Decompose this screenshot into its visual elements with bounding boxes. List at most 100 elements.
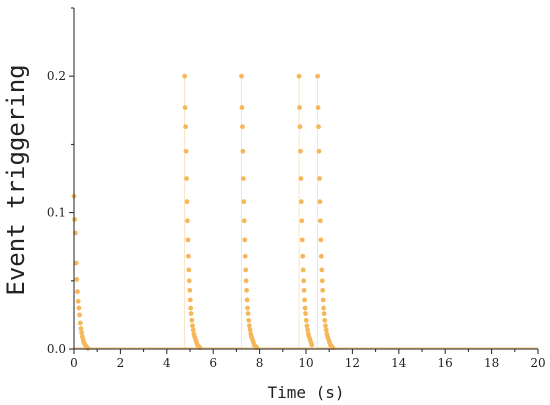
y-tick-label: 0.0: [47, 342, 66, 356]
data-point: [183, 148, 189, 154]
data-point: [78, 326, 84, 331]
data-point: [188, 305, 194, 311]
data-point: [321, 305, 327, 311]
data-point: [300, 253, 306, 259]
data-point: [243, 267, 249, 273]
data-point: [186, 267, 192, 273]
data-point: [246, 323, 252, 329]
data-point: [190, 327, 196, 333]
data-point: [77, 312, 82, 318]
data-point: [85, 345, 91, 351]
data-point: [240, 148, 246, 154]
x-tick-label: 10: [298, 356, 313, 370]
x-tick-label: 2: [117, 356, 125, 370]
x-tick-label: 14: [391, 356, 407, 370]
data-point: [244, 287, 250, 293]
data-point: [321, 311, 327, 316]
data-point: [298, 199, 304, 205]
data-point: [320, 287, 326, 293]
plot-area: [71, 73, 538, 351]
x-tick-label: 16: [438, 356, 453, 370]
data-point: [323, 323, 328, 329]
data-point: [316, 148, 322, 154]
data-point: [77, 320, 83, 326]
axes: [73, 8, 538, 350]
data-point: [246, 317, 252, 323]
data-point: [300, 267, 306, 273]
y-ticks: 0.0 0.1 0.2: [47, 7, 74, 356]
x-tick-label: 4: [163, 356, 171, 370]
y-tick-label: 0.2: [47, 69, 66, 83]
data-point: [318, 253, 324, 259]
data-point: [242, 253, 248, 259]
data-point: [317, 199, 323, 205]
data-point: [299, 237, 305, 243]
data-point: [184, 199, 190, 205]
data-point: [190, 323, 195, 329]
data-point: [73, 260, 79, 266]
data-point: [319, 278, 325, 284]
data-point: [299, 218, 305, 224]
data-point: [183, 124, 188, 130]
x-tick-label: 8: [256, 356, 264, 370]
data-point: [185, 253, 191, 259]
data-point: [318, 237, 324, 243]
data-point: [242, 237, 248, 243]
data-point: [297, 105, 302, 110]
data-point: [322, 317, 328, 323]
data-point: [247, 327, 253, 333]
data-point: [74, 277, 80, 282]
data-point: [185, 237, 191, 243]
data-point: [302, 297, 308, 303]
data-point: [240, 124, 245, 130]
data-point: [244, 297, 250, 303]
data-point: [301, 287, 307, 293]
data-point: [303, 311, 308, 316]
data-point: [297, 124, 303, 130]
data-point: [182, 105, 188, 110]
data-point: [241, 218, 247, 224]
data-point: [302, 305, 308, 311]
data-point: [298, 148, 303, 154]
x-tick-label: 18: [484, 356, 499, 370]
data-point: [319, 267, 325, 273]
data-point: [72, 217, 78, 222]
data-point: [182, 73, 188, 79]
data-point: [188, 311, 194, 316]
data-point: [79, 330, 85, 336]
y-tick-label: 0.1: [47, 206, 66, 220]
data-point: [75, 289, 80, 295]
data-point: [245, 305, 250, 311]
data-point: [243, 278, 249, 284]
data-point: [303, 317, 309, 323]
data-point: [239, 105, 245, 110]
x-tick-label: 12: [345, 356, 360, 370]
data-point: [323, 327, 329, 333]
data-point: [239, 73, 244, 79]
y-axis-title: Event triggering: [2, 64, 30, 295]
data-point: [241, 199, 247, 205]
data-point: [301, 278, 307, 284]
data-point: [305, 327, 311, 333]
data-point: [185, 218, 190, 224]
data-point: [309, 342, 315, 348]
data-point: [298, 176, 304, 181]
data-point: [240, 176, 246, 181]
data-point: [187, 287, 193, 293]
data-point: [187, 297, 193, 303]
x-tick-label: 0: [70, 356, 78, 370]
data-point: [320, 297, 326, 303]
data-point: [189, 317, 195, 323]
data-point: [317, 218, 323, 224]
x-tick-label: 20: [530, 356, 545, 370]
data-point: [76, 305, 82, 311]
x-tick-label: 6: [209, 356, 217, 370]
x-axis-title: Time (s): [267, 383, 344, 402]
data-point: [304, 323, 310, 329]
data-point: [186, 278, 192, 284]
data-point: [316, 124, 321, 130]
data-point: [245, 311, 251, 316]
data-point: [296, 73, 302, 79]
x-ticks: 0 2 4 6 8 10 12 14 16 18 20: [70, 349, 546, 370]
